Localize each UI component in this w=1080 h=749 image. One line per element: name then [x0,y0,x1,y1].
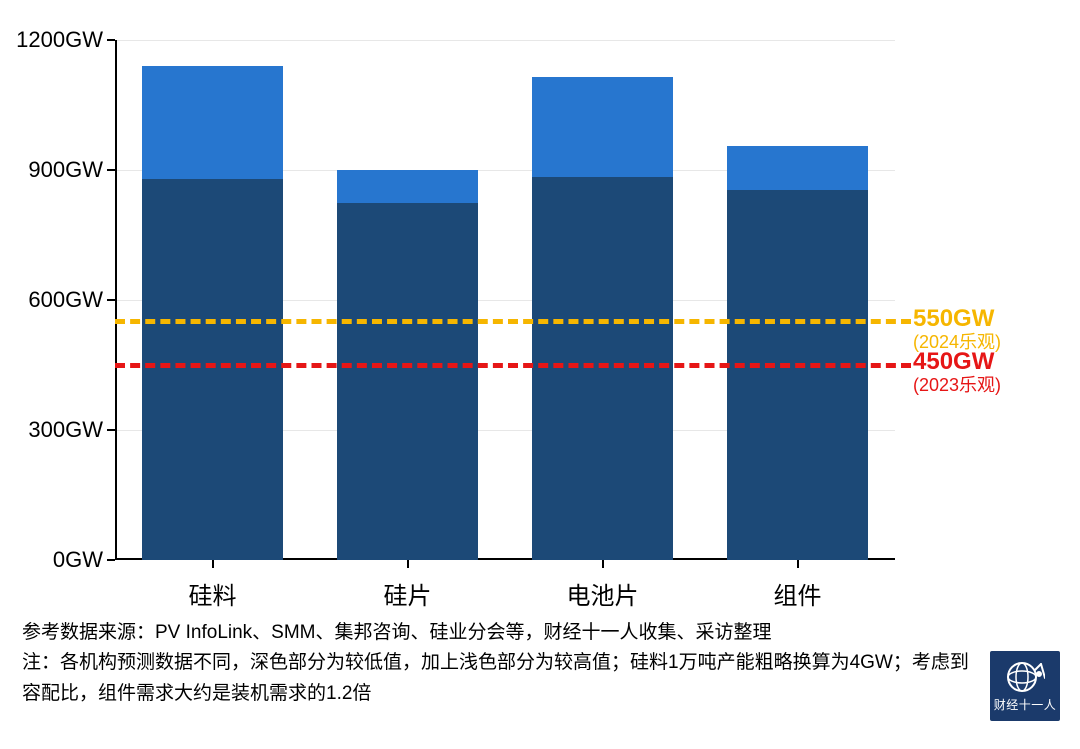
footer-source: 参考数据来源：PV InfoLink、SMM、集邦咨询、硅业分会等，财经十一人收… [22,618,970,648]
x-category-label: 硅料 [189,576,237,611]
bar-group [727,40,867,560]
bar-low [142,179,282,560]
bar-low [532,177,672,561]
bar-high [337,170,477,203]
ytick-label: 1200GW [16,27,115,53]
globe-icon [1005,660,1045,694]
reference-label: 450GW(2023乐观) [895,349,1001,397]
reference-label-main: 550GW [913,306,1001,332]
reference-line [115,363,911,368]
x-category-label: 硅片 [384,576,432,611]
bar-group [532,40,672,560]
xtick-mark [797,560,799,568]
xtick-mark [602,560,604,568]
bar-high [532,77,672,177]
bar-group [142,40,282,560]
reference-label-sub: (2023乐观) [913,375,1001,397]
xtick-mark [212,560,214,568]
footer-notes: 参考数据来源：PV InfoLink、SMM、集邦咨询、硅业分会等，财经十一人收… [22,618,970,709]
x-category-label: 电池片 [567,576,639,611]
bar-layer [115,40,895,560]
brand-logo: 财经十一人 [990,651,1060,721]
bar-high [727,146,867,189]
chart-plot-area: 0GW300GW600GW900GW1200GW硅料硅片电池片组件550GW(2… [115,40,895,560]
bar-low [727,190,867,561]
reference-line [115,319,911,324]
bar-low [337,203,477,561]
reference-label: 550GW(2024乐观) [895,306,1001,354]
footer-note: 注：各机构预测数据不同，深色部分为较低值，加上浅色部分为较高值；硅料1万吨产能粗… [22,648,970,709]
reference-label-main: 450GW [913,349,1001,375]
ytick-label: 600GW [28,287,115,313]
x-category-label: 组件 [774,576,822,611]
ytick-label: 300GW [28,417,115,443]
chart-frame: 0GW300GW600GW900GW1200GW硅料硅片电池片组件550GW(2… [0,0,1080,749]
ytick-label: 900GW [28,157,115,183]
xtick-mark [407,560,409,568]
bar-high [142,66,282,179]
bar-group [337,40,477,560]
brand-logo-text: 财经十一人 [994,696,1057,713]
ytick-label: 0GW [53,547,115,573]
